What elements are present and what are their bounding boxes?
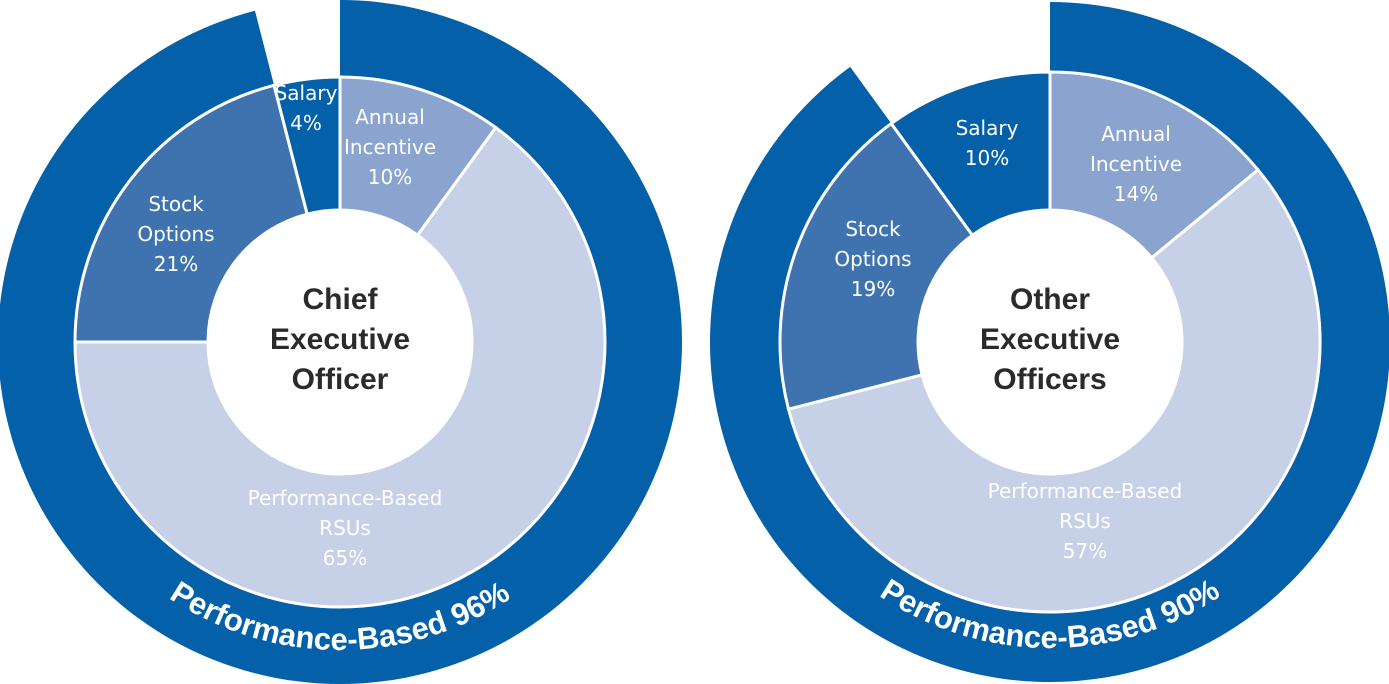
center-title-line: Chief (303, 283, 379, 316)
segment-value: 10% (368, 165, 412, 189)
segment-label-performance-based-rsus: Performance-Based RSUs 65% (248, 486, 443, 570)
segment-name: Incentive (344, 135, 436, 159)
segment-name: RSUs (319, 516, 371, 540)
segment-name: RSUs (1059, 509, 1111, 533)
center-title-line: Other (1010, 283, 1090, 316)
chief-executive-officer-chart: Annual Incentive 10% Performance-Based RSUs 6… (0, 0, 682, 684)
segment-name: Stock (148, 192, 204, 216)
segment-label-salary: Salary 10% (956, 116, 1019, 170)
segment-label-annual-incentive: Annual Incentive 10% (344, 105, 436, 189)
center-title-line: Officers (993, 363, 1106, 396)
other-executive-officers-chart: Annual Incentive 14% Performance-Based RSUs 5… (709, 2, 1389, 682)
segment-name: Annual (1101, 122, 1171, 146)
segment-value: 65% (323, 546, 367, 570)
segment-value: 57% (1063, 539, 1107, 563)
segment-name: Options (834, 247, 911, 271)
center-disc (918, 210, 1182, 474)
segment-name: Stock (845, 217, 901, 241)
segment-name: Options (137, 222, 214, 246)
segment-name: Salary (956, 116, 1019, 140)
segment-value: 21% (154, 252, 198, 276)
segment-label-annual-incentive: Annual Incentive 14% (1090, 122, 1182, 206)
center-disc (208, 210, 472, 474)
segment-name: Annual (355, 105, 425, 129)
center-title-line: Executive (980, 323, 1120, 356)
segment-name: Performance-Based (988, 479, 1183, 503)
segment-name: Performance-Based (248, 486, 443, 510)
segment-value: 19% (851, 277, 895, 301)
segment-value: 14% (1114, 182, 1158, 206)
segment-label-salary: Salary 4% (275, 81, 338, 135)
segment-value: 10% (965, 146, 1009, 170)
segment-name: Salary (275, 81, 338, 105)
center-title-line: Officer (292, 363, 389, 396)
center-title-line: Executive (270, 323, 410, 356)
segment-label-stock-options: Stock Options 19% (834, 217, 911, 301)
segment-value: 4% (290, 111, 322, 135)
segment-label-stock-options: Stock Options 21% (137, 192, 214, 276)
segment-label-performance-based-rsus: Performance-Based RSUs 57% (988, 479, 1183, 563)
segment-name: Incentive (1090, 152, 1182, 176)
